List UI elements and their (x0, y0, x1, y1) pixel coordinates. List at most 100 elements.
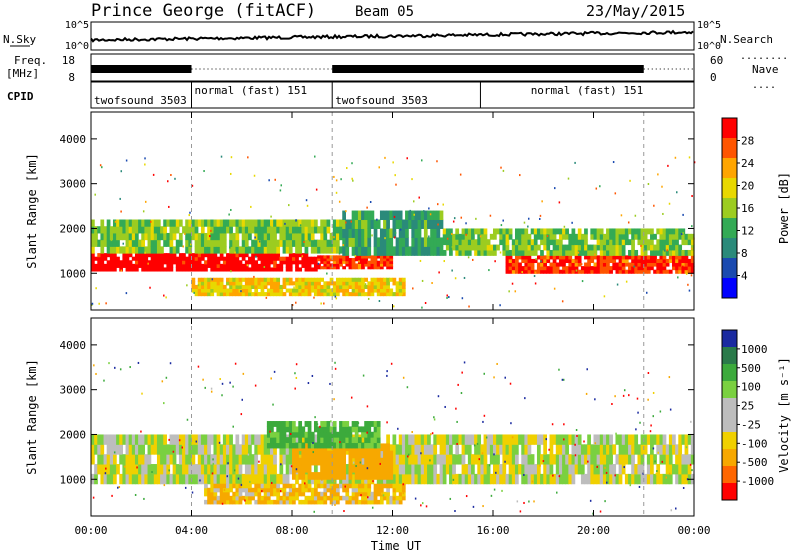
power-speckle (378, 300, 381, 303)
power-cell (219, 232, 224, 241)
power-cell (361, 210, 365, 221)
power-cell (414, 219, 419, 229)
power-cell (238, 253, 243, 258)
velocity-cell (345, 464, 350, 475)
xtick-label: 12:00 (376, 524, 409, 537)
velocity-cell (521, 464, 526, 475)
power-cell (624, 258, 629, 264)
power-cell (266, 246, 271, 254)
power-colorbar-tick-label: 28 (741, 135, 754, 148)
power-speckle (119, 197, 121, 200)
velocity-cell (354, 421, 359, 427)
power-cell (411, 228, 416, 238)
velocity-cell (263, 434, 268, 445)
power-cell (304, 253, 309, 258)
velocity-cell (631, 434, 635, 445)
power-cell (112, 263, 117, 268)
velocity-cell (599, 473, 604, 485)
velocity-cell (562, 454, 566, 465)
power-cell (241, 256, 246, 261)
power-cell (373, 281, 378, 286)
velocity-speckle (628, 394, 630, 397)
power-speckle (577, 251, 580, 254)
velocity-cell (263, 491, 268, 497)
power-cell (175, 260, 180, 265)
power-cell (678, 244, 683, 251)
power-cell (219, 263, 224, 268)
velocity-cell (643, 473, 648, 485)
velocity-cell (229, 487, 233, 493)
velocity-cell (175, 473, 180, 485)
power-speckle (451, 269, 453, 272)
velocity-cell (357, 426, 362, 433)
power-cell (260, 284, 265, 289)
velocity-cell (650, 473, 654, 485)
velocity-cell (295, 473, 299, 485)
power-cell (122, 232, 127, 241)
power-cell (549, 228, 554, 235)
velocity-speckle (647, 371, 650, 374)
power-cell (122, 263, 127, 268)
power-cell (200, 253, 205, 258)
velocity-cell (414, 434, 419, 445)
power-cell (248, 284, 252, 289)
power-cell (354, 228, 359, 238)
power-cell (577, 233, 582, 240)
power-cell (138, 239, 142, 247)
power-cell (345, 228, 350, 238)
power-cell (361, 281, 365, 286)
power-cell (555, 228, 560, 235)
power-cell (119, 232, 124, 241)
velocity-cell (226, 434, 230, 445)
velocity-speckle (407, 453, 410, 456)
velocity-cell (172, 464, 177, 475)
velocity-cell (138, 473, 142, 485)
power-cell (310, 277, 315, 282)
power-cell (298, 246, 303, 254)
velocity-cell (219, 499, 224, 505)
velocity-cell (687, 434, 692, 445)
velocity-cell (354, 450, 359, 459)
velocity-cell (653, 454, 657, 465)
velocity-cell (232, 495, 237, 501)
velocity-cell (558, 444, 563, 455)
power-cell (279, 263, 284, 268)
velocity-cell (392, 434, 397, 445)
velocity-cell (332, 464, 337, 473)
power-cell (552, 269, 557, 274)
power-cell (194, 267, 199, 272)
velocity-cell (436, 454, 441, 465)
power-cell (301, 239, 306, 247)
power-speckle (335, 179, 338, 182)
velocity-cell (345, 487, 350, 493)
power-cell (650, 255, 654, 260)
velocity-speckle (123, 465, 126, 468)
velocity-cell (298, 487, 303, 493)
power-cell (222, 288, 227, 293)
power-cell (172, 219, 177, 227)
velocity-speckle (524, 397, 526, 400)
velocity-cell (518, 434, 522, 445)
power-cell (226, 226, 230, 234)
velocity-cell (342, 431, 346, 438)
velocity-cell (345, 426, 350, 433)
velocity-cell (210, 434, 215, 445)
power-cell (226, 263, 230, 268)
power-cell (364, 246, 368, 256)
power-cell (555, 249, 560, 256)
velocity-cell (474, 444, 478, 455)
power-cell (486, 239, 491, 246)
power-speckle (98, 302, 100, 305)
velocity-speckle (606, 481, 608, 484)
power-cell (383, 219, 387, 229)
velocity-cell (536, 434, 541, 445)
velocity-cell (112, 464, 117, 475)
power-cell (144, 232, 149, 241)
power-cell (386, 277, 390, 282)
velocity-cell (558, 434, 563, 445)
velocity-cell (533, 464, 538, 475)
power-cell (474, 228, 478, 235)
velocity-cell (621, 464, 626, 475)
power-cell (650, 266, 654, 271)
velocity-cell (229, 483, 233, 489)
